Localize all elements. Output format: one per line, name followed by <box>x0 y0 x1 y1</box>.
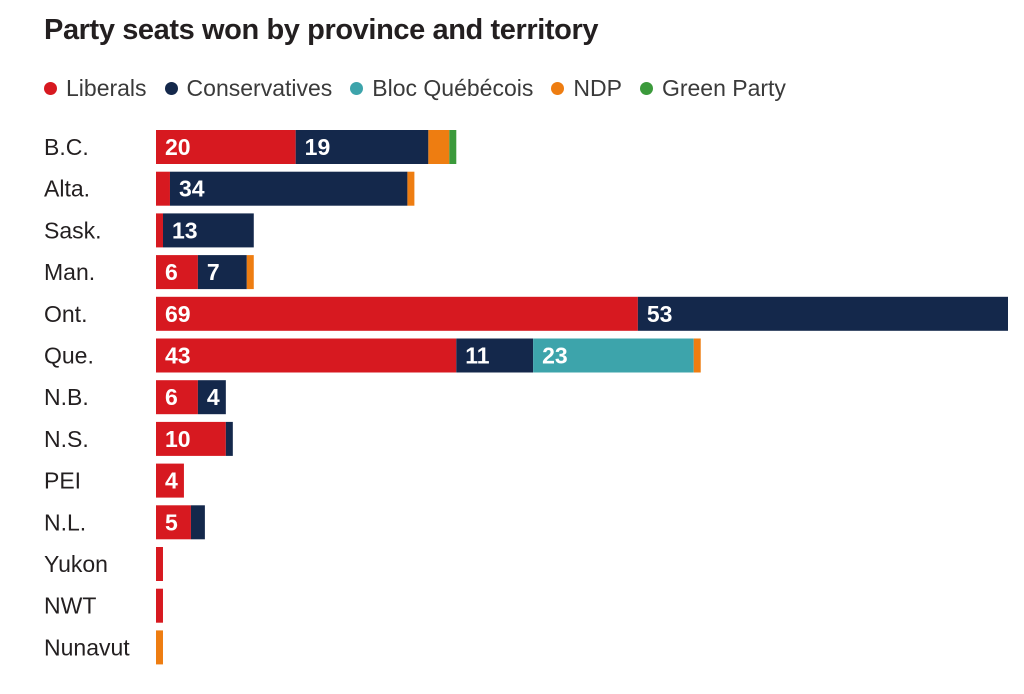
category-label: Yukon <box>44 551 108 577</box>
bar-segment <box>246 255 254 290</box>
data-label: 6 <box>165 384 178 410</box>
data-label: 34 <box>179 176 205 202</box>
legend-label-ndp: NDP <box>573 74 622 101</box>
category-label: NWT <box>44 593 96 619</box>
bar-segment <box>197 380 226 415</box>
bar-segment <box>156 296 638 331</box>
bar-segment <box>428 130 450 164</box>
data-label: 43 <box>165 343 191 369</box>
bar-segment <box>156 505 191 540</box>
bar-segment <box>197 255 247 290</box>
category-label: Man. <box>44 259 95 285</box>
data-label: 5 <box>165 509 178 535</box>
bar-segment <box>449 130 457 164</box>
bar-segment <box>693 338 701 373</box>
bar-segment <box>156 130 296 164</box>
category-label: B.C. <box>44 134 89 160</box>
legend-item-liberals: Liberals <box>44 75 147 102</box>
category-label: N.L. <box>44 509 86 535</box>
bar-segment <box>533 338 694 373</box>
data-label: 10 <box>165 426 191 452</box>
data-label: 4 <box>165 468 178 494</box>
bar-segment <box>190 505 205 540</box>
legend-swatch-liberals <box>44 81 57 95</box>
category-label: PEI <box>44 468 81 494</box>
category-label: Nunavut <box>44 634 130 660</box>
bar-segment <box>169 171 408 206</box>
bar-segment <box>156 338 457 373</box>
bar-segment <box>156 588 163 623</box>
data-label: 6 <box>165 259 178 285</box>
data-label: 11 <box>465 343 490 369</box>
legend: Liberals Conservatives Bloc Québécois ND… <box>44 72 804 104</box>
bar-segment <box>156 213 163 248</box>
legend-item-ndp: NDP <box>551 75 622 102</box>
data-label: 23 <box>542 343 568 369</box>
bar-segment <box>156 380 198 415</box>
bar-segment <box>456 338 534 373</box>
legend-label-conservatives: Conservatives <box>186 74 333 101</box>
bar-segment <box>156 171 170 206</box>
bar-segment <box>156 421 226 456</box>
legend-item-green: Green Party <box>639 74 786 102</box>
bar-segment <box>407 171 415 206</box>
category-label: Que. <box>44 343 94 369</box>
legend-swatch-green <box>639 81 653 95</box>
category-label: N.S. <box>44 426 89 452</box>
bar-segment <box>156 463 184 498</box>
legend-item-bloc: Bloc Québécois <box>350 75 533 102</box>
bar-segment <box>637 296 1008 331</box>
legend-swatch-ndp <box>551 81 565 95</box>
category-label: N.B. <box>44 384 89 410</box>
chart-title: Party seats won by province and territor… <box>44 14 599 46</box>
legend-label-green: Green Party <box>661 74 786 101</box>
bar-segment <box>156 255 198 290</box>
bar-segment <box>156 630 163 665</box>
legend-swatch-conservatives <box>164 81 178 95</box>
legend-label-liberals: Liberals <box>66 74 147 101</box>
data-label: 53 <box>647 301 673 327</box>
bar-segment <box>162 213 254 248</box>
data-label: 19 <box>305 134 331 160</box>
legend-swatch-bloc <box>350 81 364 95</box>
category-label: Ont. <box>44 301 87 327</box>
data-label: 4 <box>207 384 220 410</box>
category-label: Sask. <box>44 217 102 243</box>
bar-segment <box>156 547 163 581</box>
legend-item-conservatives: Conservatives <box>164 74 333 102</box>
category-label: Alta. <box>44 176 90 202</box>
legend-label-bloc: Bloc Québécois <box>372 74 534 101</box>
data-label: 7 <box>207 259 220 285</box>
bar-segment <box>295 130 429 164</box>
data-label: 69 <box>165 301 191 327</box>
data-label: 20 <box>165 134 191 160</box>
data-label: 13 <box>172 217 198 243</box>
bar-segment <box>225 421 233 456</box>
